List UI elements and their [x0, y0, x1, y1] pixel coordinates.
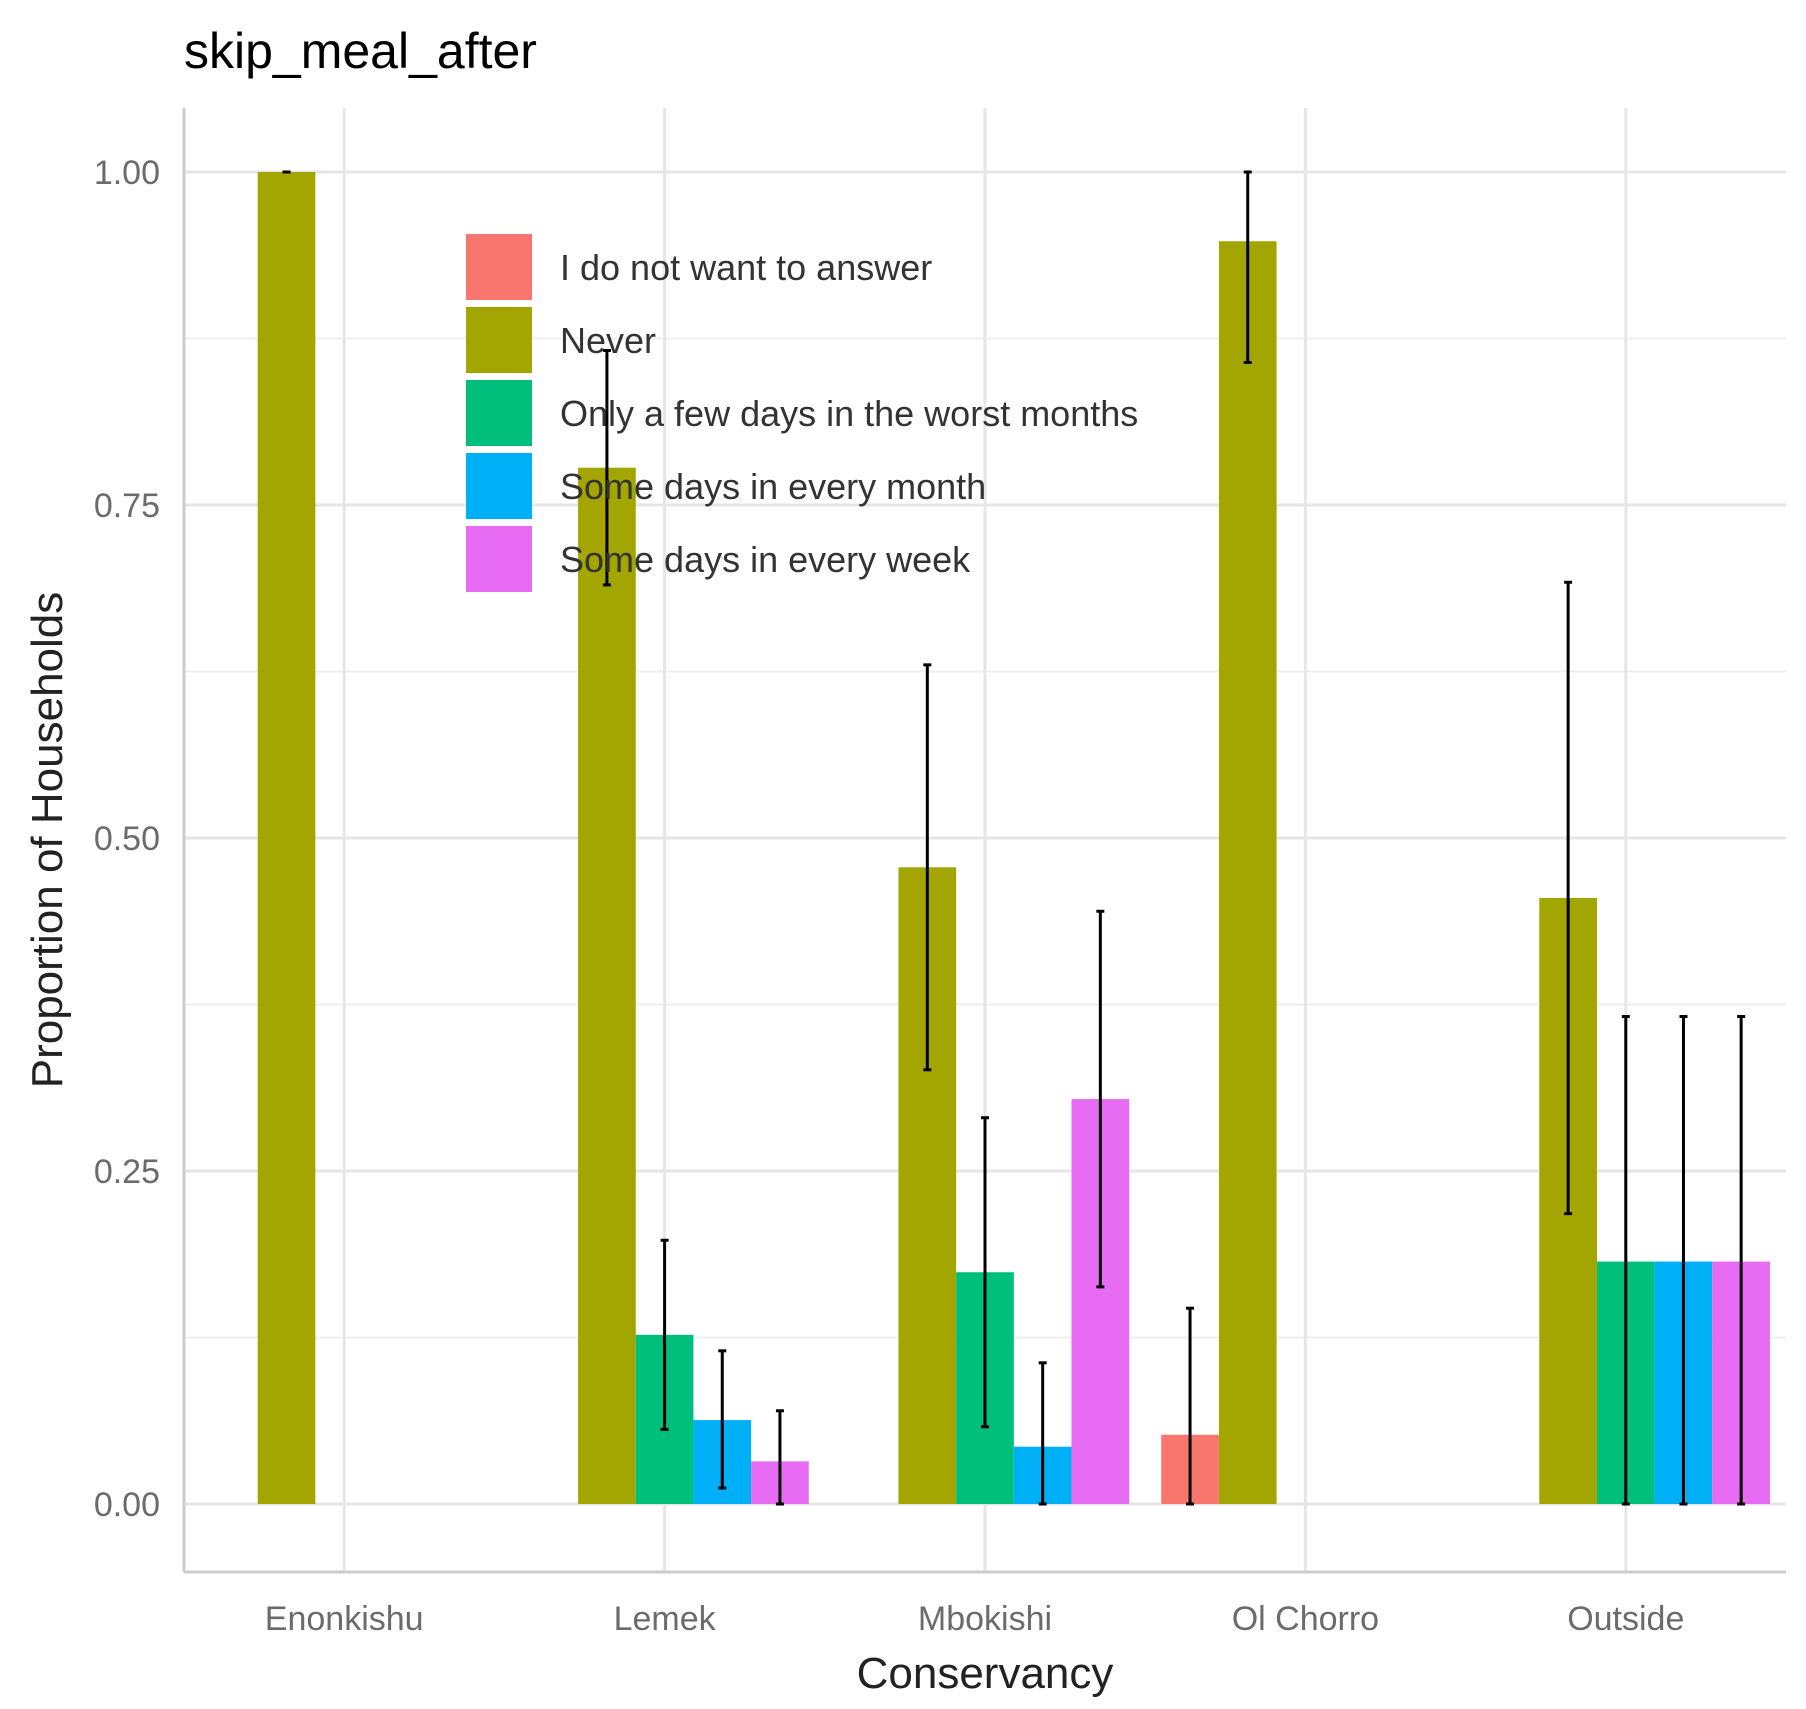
y-tick-label: 0.00 — [94, 1486, 160, 1524]
legend-label: Some days in every month — [560, 466, 986, 507]
legend-label: Never — [560, 320, 656, 361]
y-axis-title: Proportion of Households — [23, 592, 72, 1089]
y-tick-label: 0.25 — [94, 1153, 160, 1191]
x-tick-label: Ol Chorro — [1232, 1600, 1379, 1638]
legend-key — [466, 526, 532, 592]
chart-title: skip_meal_after — [184, 23, 537, 79]
y-tick-labels: 0.00 0.25 0.50 0.75 1.00 — [94, 154, 160, 1524]
x-tick-label: Lemek — [614, 1600, 717, 1638]
x-tick-labels: Enonkishu Lemek Mbokishi Ol Chorro Outside — [265, 1600, 1685, 1638]
x-axis-title: Conservancy — [857, 1649, 1114, 1698]
legend: I do not want to answer Never Only a few d… — [466, 234, 1138, 592]
legend-key — [466, 380, 532, 446]
legend-label: Some days in every week — [560, 539, 971, 580]
x-tick-label: Outside — [1567, 1600, 1684, 1638]
bar — [1218, 241, 1277, 1504]
legend-label: I do not want to answer — [560, 247, 932, 288]
legend-label: Only a few days in the worst months — [560, 393, 1138, 434]
legend-key — [466, 453, 532, 519]
legend-key — [466, 307, 532, 373]
bar — [257, 172, 316, 1504]
error-bars — [282, 170, 1746, 1506]
y-tick-label: 0.75 — [94, 487, 160, 525]
bar — [578, 467, 636, 1505]
legend-key — [466, 234, 532, 300]
x-tick-label: Enonkishu — [265, 1600, 424, 1638]
x-tick-label: Mbokishi — [918, 1600, 1052, 1638]
y-tick-label: 1.00 — [94, 154, 160, 192]
y-tick-label: 0.50 — [94, 820, 160, 858]
